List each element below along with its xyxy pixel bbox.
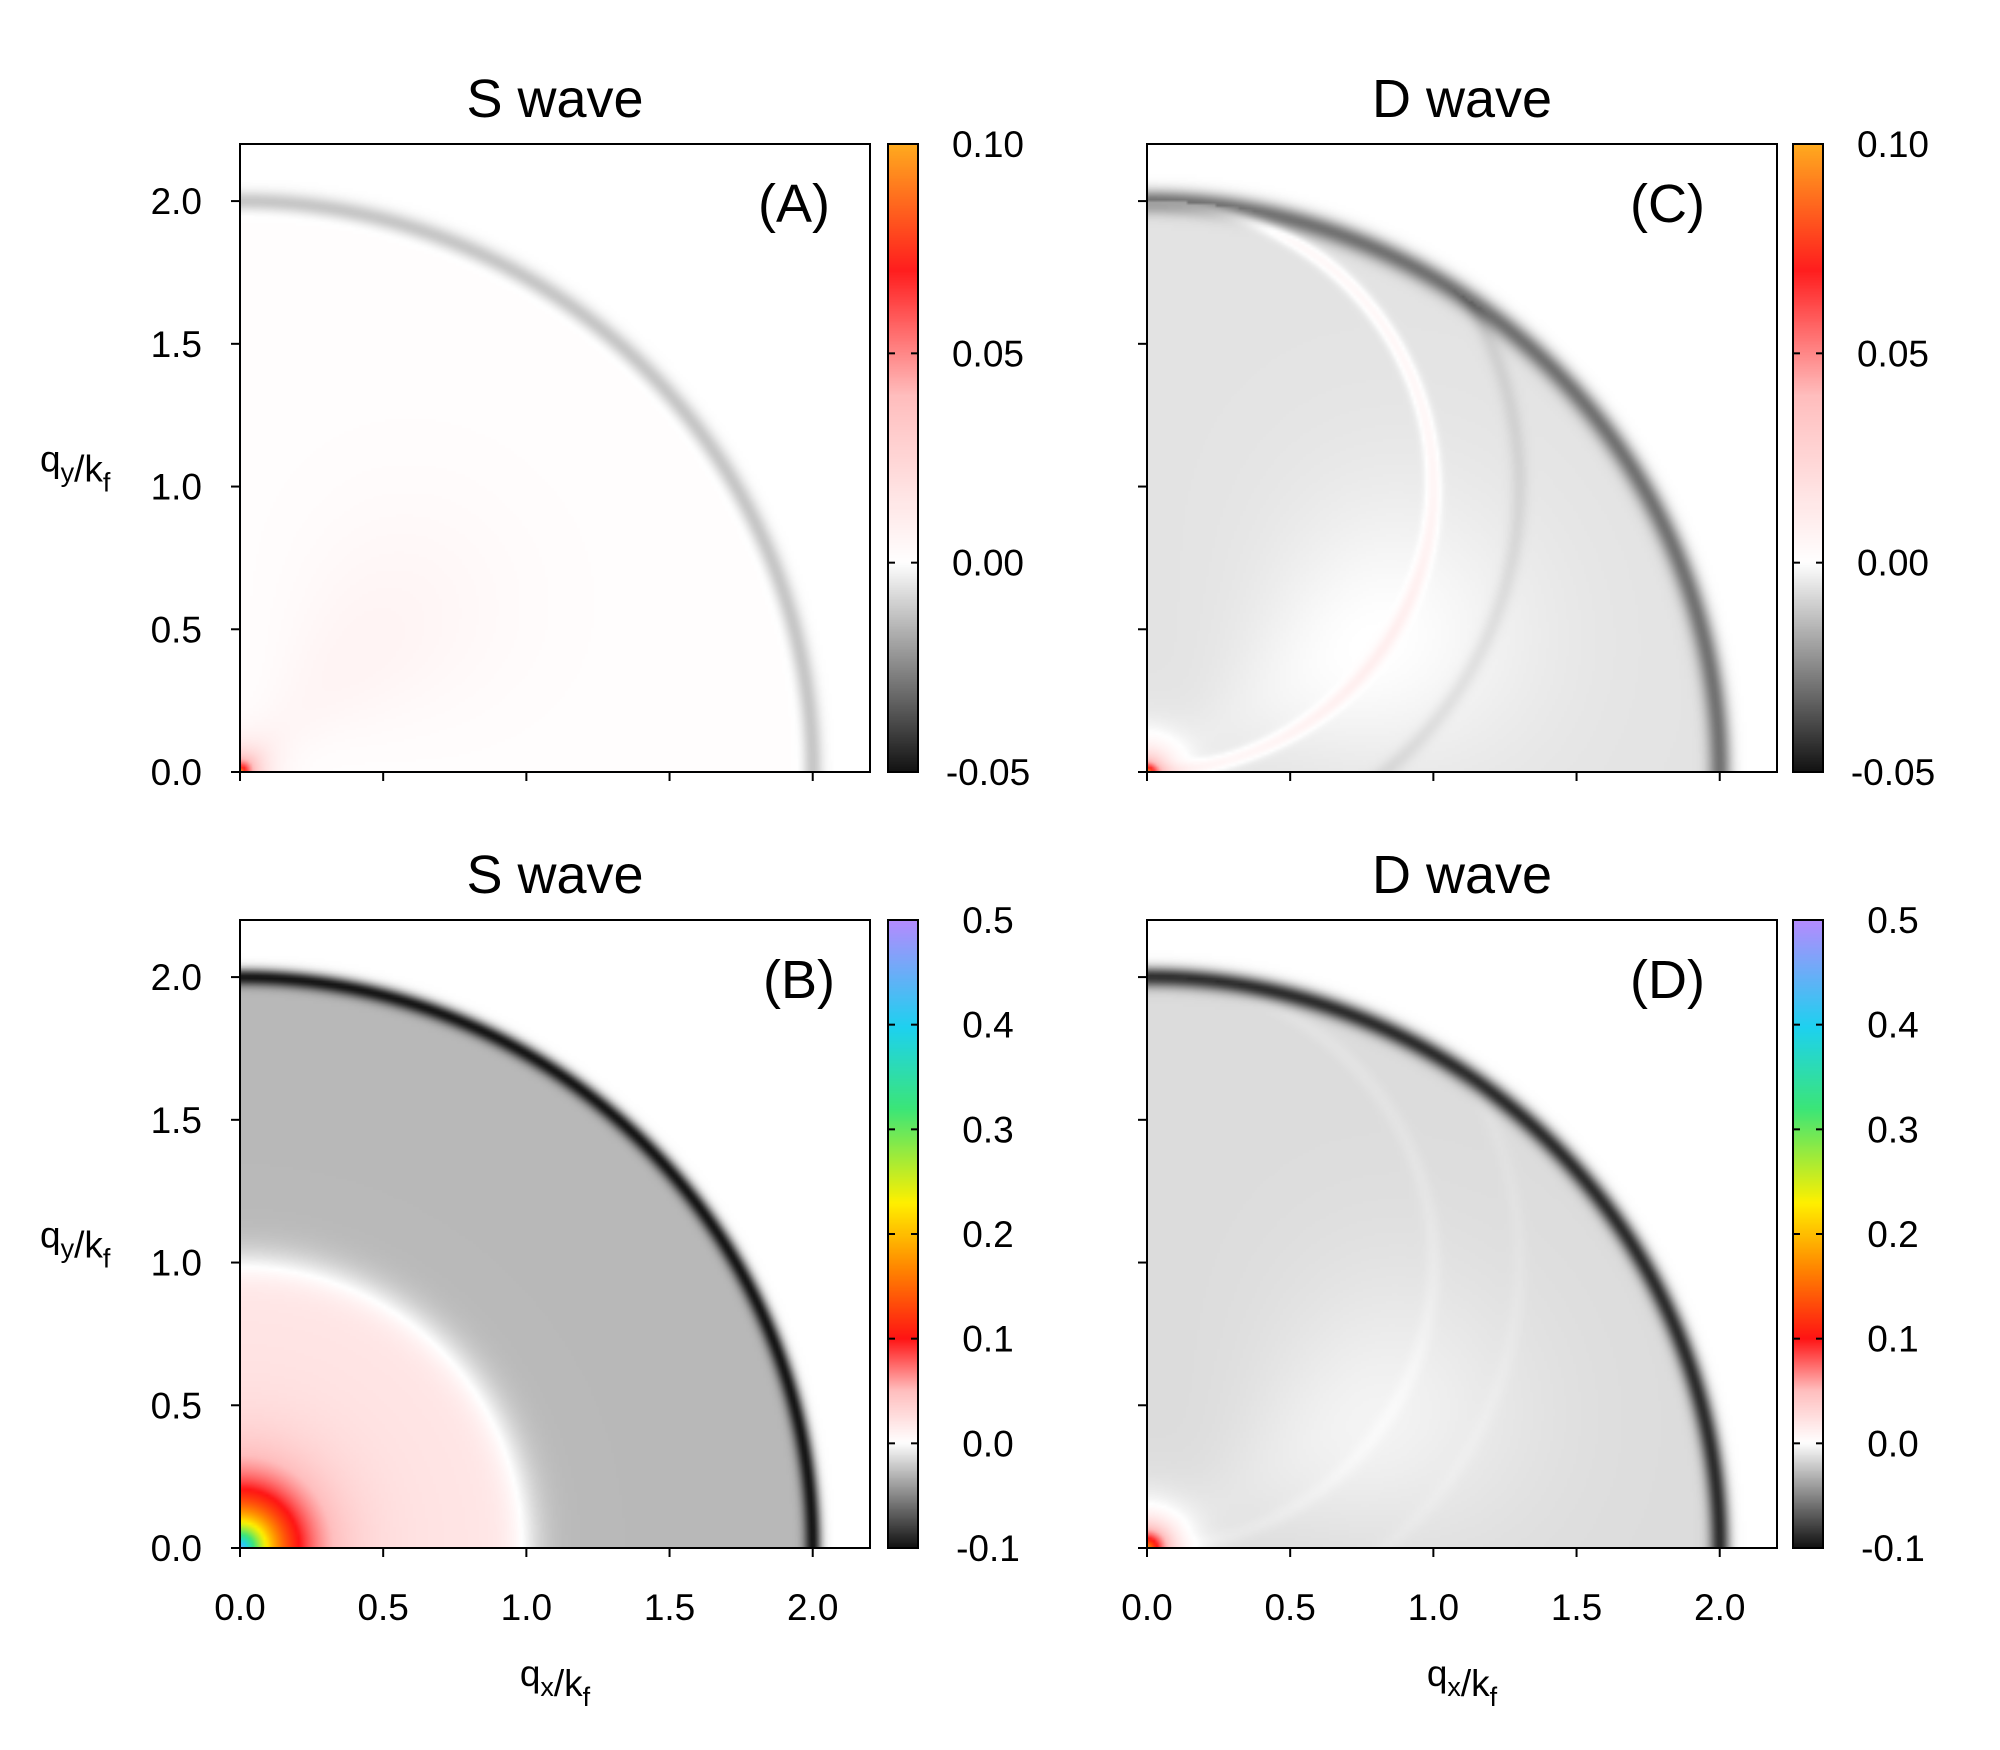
colorbar-frame bbox=[1792, 143, 1824, 773]
x-axis-label: qx/kf bbox=[520, 1653, 591, 1712]
colorbar-tick-label: 0.0 bbox=[962, 1423, 1013, 1464]
heatmap-image bbox=[240, 920, 870, 1548]
panel-title: D wave bbox=[1372, 69, 1552, 129]
colorbar-gradient bbox=[1793, 144, 1823, 772]
x-tick-label: 1.0 bbox=[501, 1587, 552, 1628]
y-tick-label: 2.0 bbox=[151, 181, 202, 222]
y-tick-label: 1.0 bbox=[151, 467, 202, 508]
heatmap-image bbox=[240, 144, 870, 772]
y-tick-label: 0.0 bbox=[151, 1528, 202, 1569]
plot-frame bbox=[1146, 143, 1778, 773]
colorbar-tick-label: 0.1 bbox=[962, 1319, 1013, 1360]
x-tick-label: 0.0 bbox=[1121, 1587, 1172, 1628]
y-axis-label: qy/kf bbox=[40, 1215, 111, 1274]
y-tick-label: 2.0 bbox=[151, 957, 202, 998]
colorbar-tick-label: 0.3 bbox=[1867, 1109, 1918, 1150]
heatmap-panel-b: S wave (B) 0.0 0.5 1.0 1.5 2.0 0.0 0.5 1.0 1.5 2.0 q… bbox=[40, 845, 1020, 1712]
colorbar-tick-label: 0.00 bbox=[952, 543, 1024, 584]
x-axis-label: qx/kf bbox=[1427, 1653, 1498, 1712]
colorbar-tick-label: -0.05 bbox=[1851, 752, 1935, 793]
colorbar-tick-label: 0.05 bbox=[952, 333, 1024, 374]
y-tick-label: 1.5 bbox=[151, 324, 202, 365]
y-tick-label: 0.5 bbox=[151, 609, 202, 650]
x-tick-label: 0.0 bbox=[214, 1587, 265, 1628]
x-tick-label: 2.0 bbox=[787, 1587, 838, 1628]
colorbar-frame bbox=[887, 143, 919, 773]
colorbar-tick-label: 0.00 bbox=[1857, 543, 1929, 584]
colorbar-tick-label: 0.1 bbox=[1867, 1319, 1918, 1360]
y-tick-label: 1.0 bbox=[151, 1243, 202, 1284]
colorbar-tick-label: 0.0 bbox=[1867, 1423, 1918, 1464]
panel-tag: (C) bbox=[1630, 174, 1705, 234]
heatmap-panel-d: D wave (D) 0.0 0.5 1.0 1.5 2.0 qx/kf -0.1 0.0 0.1 0… bbox=[1121, 845, 1925, 1712]
x-tick-label: 1.0 bbox=[1408, 1587, 1459, 1628]
colorbar-tick-label: 0.2 bbox=[962, 1214, 1013, 1255]
panels: S wave (A) 0.0 0.5 1.0 1.5 2.0 qy/kf -0.05 0.00 0.… bbox=[40, 69, 1935, 1712]
y-tick-label: 0.0 bbox=[151, 752, 202, 793]
y-axis-label: qy/kf bbox=[40, 439, 111, 498]
panel-title: S wave bbox=[466, 845, 643, 905]
colorbar-tick-label: 0.3 bbox=[962, 1109, 1013, 1150]
panel-tag: (D) bbox=[1630, 950, 1705, 1010]
x-tick-label: 1.5 bbox=[644, 1587, 695, 1628]
panel-title: S wave bbox=[466, 69, 643, 129]
colorbar-tick-label: -0.1 bbox=[956, 1528, 1020, 1569]
colorbar-tick-label: 0.2 bbox=[1867, 1214, 1918, 1255]
x-tick-label: 0.5 bbox=[357, 1587, 408, 1628]
x-tick-label: 1.5 bbox=[1551, 1587, 1602, 1628]
plot-frame bbox=[1146, 919, 1778, 1549]
panel-tag: (B) bbox=[763, 950, 835, 1010]
colorbar-gradient bbox=[888, 144, 918, 772]
y-tick-label: 1.5 bbox=[151, 1100, 202, 1141]
colorbar-tick-label: -0.1 bbox=[1861, 1528, 1925, 1569]
heatmap-image bbox=[1147, 144, 1777, 772]
colorbar-tick-label: 0.5 bbox=[1867, 900, 1918, 941]
colorbar-tick-label: 0.05 bbox=[1857, 333, 1929, 374]
colorbar-tick-label: 0.10 bbox=[952, 124, 1024, 165]
x-tick-label: 2.0 bbox=[1694, 1587, 1745, 1628]
x-tick-label: 0.5 bbox=[1264, 1587, 1315, 1628]
panel-tag: (A) bbox=[758, 174, 830, 234]
y-tick-label: 0.5 bbox=[151, 1385, 202, 1426]
colorbar-tick-label: 0.4 bbox=[1867, 1005, 1918, 1046]
colorbar-tick-label: 0.10 bbox=[1857, 124, 1929, 165]
colorbar-tick-label: 0.4 bbox=[962, 1005, 1013, 1046]
heatmap-panel-c: D wave (C) -0.05 0.00 0.05 0.10 bbox=[1138, 69, 1935, 793]
plot-frame bbox=[239, 143, 871, 773]
heatmap-panel-a: S wave (A) 0.0 0.5 1.0 1.5 2.0 qy/kf -0.05 0.00 0.… bbox=[40, 69, 1030, 793]
plot-frame bbox=[239, 919, 871, 1549]
colorbar-tick-label: 0.5 bbox=[962, 900, 1013, 941]
heatmap-image bbox=[1147, 920, 1777, 1548]
colorbar-tick-label: -0.05 bbox=[946, 752, 1030, 793]
panel-title: D wave bbox=[1372, 845, 1552, 905]
